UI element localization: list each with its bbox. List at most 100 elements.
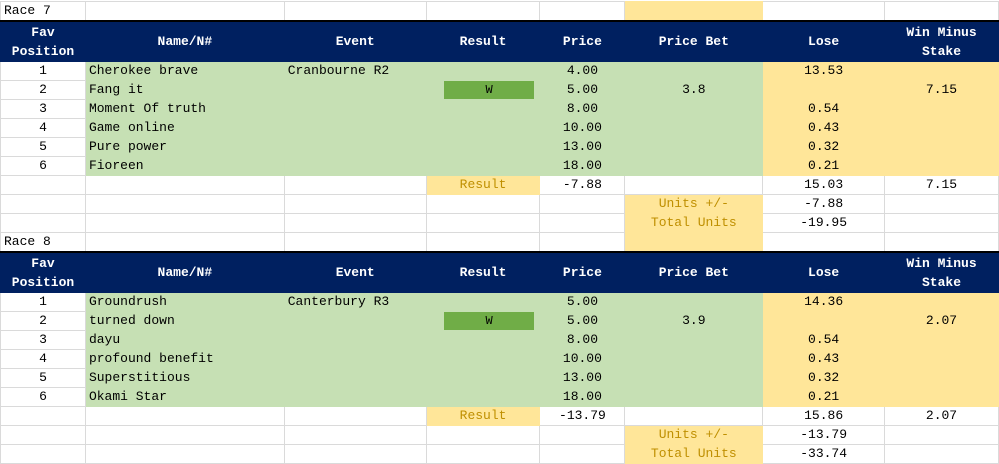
cell[interactable] [84, 406, 285, 426]
price-bet[interactable]: 3.8 [624, 80, 764, 100]
cell[interactable] [539, 425, 626, 445]
cell[interactable] [283, 444, 427, 464]
win-minus-stake[interactable] [884, 118, 999, 138]
cell[interactable] [84, 425, 285, 445]
price-bet[interactable] [624, 156, 764, 176]
price-bet[interactable] [624, 330, 764, 350]
units-value[interactable]: -7.88 [762, 194, 886, 214]
lose[interactable]: 14.36 [762, 292, 886, 312]
cell[interactable] [0, 425, 86, 445]
fav-position[interactable]: 2 [0, 311, 86, 331]
cell[interactable] [283, 194, 427, 214]
cell[interactable] [425, 194, 541, 214]
cell[interactable] [884, 444, 999, 464]
race-title[interactable]: Race 8 [0, 232, 86, 253]
cell[interactable] [425, 1, 541, 22]
cell[interactable] [283, 425, 427, 445]
price-bet[interactable] [624, 99, 764, 119]
lose[interactable]: 0.43 [762, 118, 886, 138]
result-label[interactable]: Result [425, 175, 541, 195]
fav-position[interactable]: 1 [0, 61, 86, 81]
price[interactable]: 5.00 [539, 311, 626, 331]
result[interactable] [425, 368, 541, 388]
win-minus-stake[interactable] [884, 349, 999, 369]
cell[interactable] [0, 444, 86, 464]
result[interactable] [425, 387, 541, 407]
fav-position[interactable]: 6 [0, 156, 86, 176]
event[interactable] [283, 80, 427, 100]
event[interactable] [283, 118, 427, 138]
total-units-value[interactable]: -19.95 [762, 213, 886, 233]
event[interactable] [283, 156, 427, 176]
win-minus-stake[interactable]: 7.15 [884, 80, 999, 100]
cell[interactable] [624, 175, 764, 195]
result[interactable] [425, 330, 541, 350]
price-bet[interactable] [624, 118, 764, 138]
cell[interactable] [624, 1, 764, 22]
runner-name[interactable]: Fang it [84, 80, 285, 100]
win-minus-stake[interactable] [884, 292, 999, 312]
event[interactable] [283, 137, 427, 157]
cell[interactable] [425, 213, 541, 233]
units-value[interactable]: -13.79 [762, 425, 886, 445]
total-units-value[interactable]: -33.74 [762, 444, 886, 464]
event[interactable]: Canterbury R3 [283, 292, 427, 312]
fav-position[interactable]: 3 [0, 330, 86, 350]
lose[interactable]: 0.54 [762, 330, 886, 350]
cell[interactable] [624, 232, 764, 253]
price[interactable]: 18.00 [539, 156, 626, 176]
fav-position[interactable]: 4 [0, 349, 86, 369]
result[interactable] [425, 99, 541, 119]
cell[interactable] [84, 232, 285, 253]
cell[interactable] [0, 406, 86, 426]
cell[interactable] [283, 232, 427, 253]
runner-name[interactable]: Fioreen [84, 156, 285, 176]
event[interactable] [283, 330, 427, 350]
price[interactable]: 13.00 [539, 368, 626, 388]
cell[interactable] [884, 194, 999, 214]
result[interactable]: W [425, 311, 541, 331]
total-units-label[interactable]: Total Units [624, 213, 764, 233]
price[interactable]: 10.00 [539, 349, 626, 369]
price[interactable]: 4.00 [539, 61, 626, 81]
fav-position[interactable]: 4 [0, 118, 86, 138]
cell[interactable] [884, 1, 999, 22]
win-minus-stake[interactable] [884, 368, 999, 388]
cell[interactable] [884, 213, 999, 233]
cell[interactable] [84, 175, 285, 195]
price-bet[interactable] [624, 349, 764, 369]
result[interactable] [425, 292, 541, 312]
cell[interactable] [539, 444, 626, 464]
price[interactable]: 5.00 [539, 292, 626, 312]
cell[interactable] [283, 213, 427, 233]
cell[interactable] [762, 232, 886, 253]
event[interactable] [283, 311, 427, 331]
result[interactable]: W [425, 80, 541, 100]
units-label[interactable]: Units +/- [624, 425, 764, 445]
result[interactable] [425, 61, 541, 81]
runner-name[interactable]: Game online [84, 118, 285, 138]
price[interactable]: 8.00 [539, 99, 626, 119]
win-total[interactable]: 7.15 [884, 175, 999, 195]
price[interactable]: 18.00 [539, 387, 626, 407]
cell[interactable] [84, 194, 285, 214]
cell[interactable] [283, 406, 427, 426]
win-minus-stake[interactable] [884, 330, 999, 350]
lose[interactable]: 0.32 [762, 368, 886, 388]
win-total[interactable]: 2.07 [884, 406, 999, 426]
price-bet[interactable] [624, 368, 764, 388]
result[interactable] [425, 349, 541, 369]
fav-position[interactable]: 5 [0, 137, 86, 157]
event[interactable] [283, 99, 427, 119]
runner-name[interactable]: dayu [84, 330, 285, 350]
cell[interactable] [84, 1, 285, 22]
price-bet[interactable]: 3.9 [624, 311, 764, 331]
result[interactable] [425, 137, 541, 157]
result-value[interactable]: -13.79 [539, 406, 626, 426]
cell[interactable] [0, 194, 86, 214]
cell[interactable] [84, 444, 285, 464]
fav-position[interactable]: 1 [0, 292, 86, 312]
cell[interactable] [884, 232, 999, 253]
cell[interactable] [884, 425, 999, 445]
cell[interactable] [425, 232, 541, 253]
